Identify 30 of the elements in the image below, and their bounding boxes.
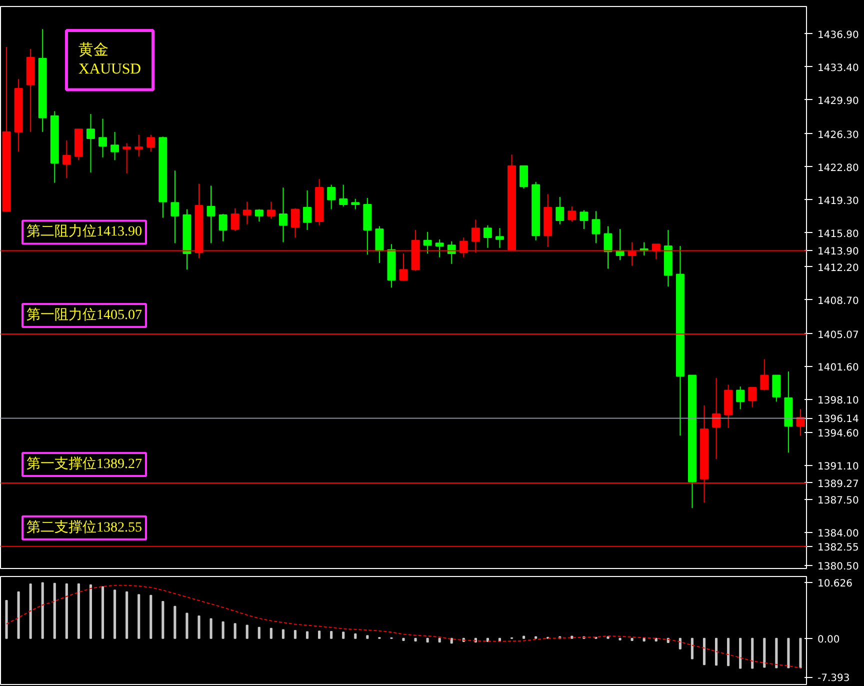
y-tick-label: 1429.90 xyxy=(818,96,859,107)
y-tick-label: -7.393 xyxy=(818,673,850,684)
annotation: 第二阻力位1413.90 xyxy=(26,224,142,240)
y-tick-label: 1436.90 xyxy=(818,30,859,41)
ref-line-label: 1405.07 xyxy=(818,330,859,341)
y-tick-label: 1408.70 xyxy=(818,296,859,307)
y-tick-label: 1401.60 xyxy=(818,362,859,374)
y-tick-label: 1433.40 xyxy=(818,62,859,74)
y-tick-label: 1387.50 xyxy=(818,496,859,507)
ref-line-label: 1396.14 xyxy=(818,414,859,426)
annotation: XAUUSD xyxy=(78,62,142,78)
y-tick-label: 1412.20 xyxy=(818,262,859,274)
y-tick-label: 1398.10 xyxy=(818,396,859,407)
y-tick-label: 0.00 xyxy=(818,634,840,646)
y-tick-label: 1419.30 xyxy=(818,196,859,207)
annotation: 第一支撑位1389.27 xyxy=(26,456,142,472)
y-tick-label: 1422.80 xyxy=(818,162,859,174)
annotation: 第二支撑位1382.55 xyxy=(26,519,142,536)
y-tick-label: 1394.60 xyxy=(818,428,859,440)
ref-line-label: 1382.55 xyxy=(818,542,859,554)
ref-line-label: 1413.90 xyxy=(818,246,859,258)
annotation: 第一阻力位1405.07 xyxy=(26,306,142,323)
y-tick-label: 1391.10 xyxy=(818,462,859,473)
y-tick-label: 1415.80 xyxy=(818,228,859,240)
y-tick-label: 10.626 xyxy=(818,578,852,590)
y-tick-label: 1426.30 xyxy=(818,130,859,141)
y-tick-label: 1380.50 xyxy=(818,562,859,573)
y-tick-label: 1384.00 xyxy=(818,528,859,540)
annotation: 黄金 xyxy=(78,42,108,58)
ref-line-label: 1389.27 xyxy=(818,478,859,490)
